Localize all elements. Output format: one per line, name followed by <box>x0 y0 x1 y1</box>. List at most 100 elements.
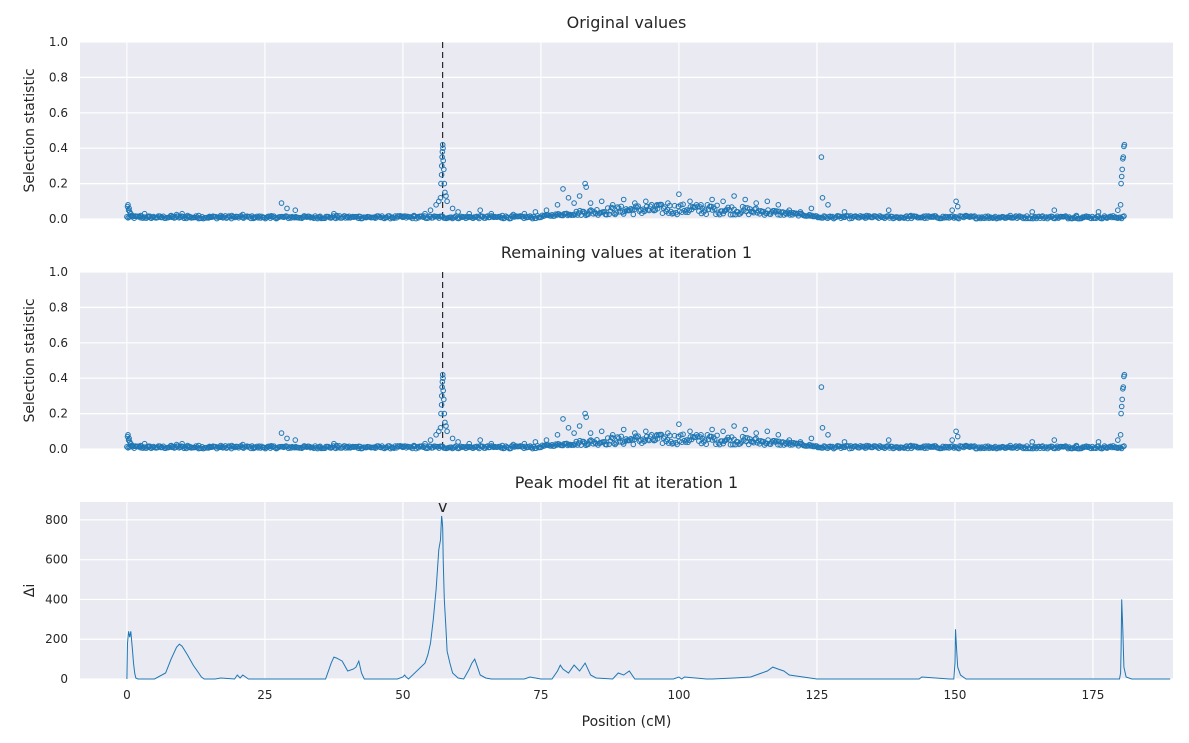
scatter-point <box>441 410 448 417</box>
scatter-point <box>300 444 307 451</box>
scatter-point <box>157 213 163 220</box>
scatter-point <box>714 432 720 439</box>
scatter-point <box>739 203 746 210</box>
scatter-point <box>168 442 174 449</box>
scatter-point <box>521 210 528 217</box>
scatter-point <box>654 435 661 442</box>
scatter-point <box>179 210 185 217</box>
scatter-point <box>1121 213 1127 219</box>
scatter-point <box>488 440 495 447</box>
scatter-point <box>676 421 682 428</box>
scatter-point <box>1051 207 1058 213</box>
scatter-point <box>1051 437 1058 443</box>
scatter-point <box>753 200 760 206</box>
scatter-point <box>229 442 235 449</box>
scatter-point <box>572 441 578 448</box>
scatter-point <box>613 440 620 446</box>
scatter-point <box>620 426 627 433</box>
scatter-point <box>1029 209 1035 215</box>
scatter-point <box>1118 180 1124 187</box>
scatter-point <box>433 432 439 438</box>
scatter-point <box>499 442 506 449</box>
scatter-point <box>953 428 959 435</box>
scatter-point <box>687 198 693 205</box>
scatter-point <box>1117 202 1124 208</box>
scatter-point <box>609 435 616 442</box>
scatter-point <box>665 200 671 206</box>
scatter-point <box>400 443 406 450</box>
scatter-point <box>730 211 736 218</box>
scatter-point <box>764 428 771 435</box>
scatter-point <box>440 145 446 151</box>
scatter-point <box>532 209 539 215</box>
scatter-point <box>209 214 215 220</box>
scatter-point <box>438 402 445 408</box>
scatter-point <box>808 435 815 442</box>
scatter-point <box>206 444 213 451</box>
scatter-point <box>218 442 224 449</box>
scatter-point <box>708 433 714 440</box>
scatter-point <box>141 210 148 217</box>
scatter-point <box>554 432 561 438</box>
scatter-point <box>449 435 456 442</box>
scatter-point <box>288 445 294 451</box>
scatter-point <box>1120 154 1127 160</box>
scatter-point <box>300 214 307 220</box>
scatter-point <box>1120 384 1127 390</box>
scatter-point <box>863 442 870 449</box>
scatter-point <box>643 203 650 210</box>
scatter-point <box>560 416 566 422</box>
scatter-point <box>132 443 138 450</box>
scatter-point <box>598 198 605 205</box>
scatter-point <box>1115 437 1121 443</box>
scatter-point <box>598 428 605 435</box>
scatter-point <box>764 198 771 205</box>
scatter-point <box>719 208 725 214</box>
scatter-point <box>628 435 634 442</box>
scatter-point <box>1095 209 1102 215</box>
x-tick-label: 25 <box>257 688 272 702</box>
scatter-point <box>703 211 710 217</box>
scatter-point <box>438 410 444 417</box>
scatter-point <box>168 212 174 219</box>
x-tick-label: 150 <box>943 688 966 702</box>
scatter-point <box>442 189 448 196</box>
scatter-point <box>687 428 693 435</box>
scatter-point <box>288 215 294 221</box>
scatter-point <box>977 445 984 452</box>
scatter-point <box>444 428 450 435</box>
scatter-point <box>441 180 448 187</box>
y-tick-label: 0.0 <box>49 212 68 226</box>
scatter-point <box>819 425 826 431</box>
scatter-point <box>441 396 447 403</box>
scatter-point <box>643 433 650 440</box>
scatter-point <box>438 172 445 178</box>
scatter-point <box>949 437 956 443</box>
scatter-point <box>671 432 678 439</box>
scatter-point <box>565 195 572 201</box>
scatter-point <box>411 442 417 449</box>
scatter-point <box>677 202 684 208</box>
x-tick-label: 100 <box>667 688 690 702</box>
plot-area <box>80 42 1173 219</box>
scatter-point <box>141 440 148 447</box>
scatter-point <box>439 141 446 148</box>
scatter-point <box>444 198 450 205</box>
scatter-point <box>157 443 163 450</box>
scatter-point <box>132 213 138 220</box>
scatter-point <box>267 215 274 221</box>
scatter-point <box>1118 173 1125 180</box>
panel-title: Remaining values at iteration 1 <box>501 243 752 262</box>
scatter-point <box>1029 439 1035 445</box>
scatter-point <box>543 207 550 213</box>
scatter-point <box>411 212 417 219</box>
scatter-point <box>548 213 554 219</box>
scatter-point <box>1117 444 1124 451</box>
scatter-point <box>440 387 447 394</box>
scatter-point <box>356 213 362 220</box>
scatter-point <box>731 193 737 199</box>
scatter-point <box>1031 214 1037 221</box>
plot-area <box>80 272 1173 449</box>
scatter-point <box>317 443 323 450</box>
scatter-point <box>344 444 351 451</box>
